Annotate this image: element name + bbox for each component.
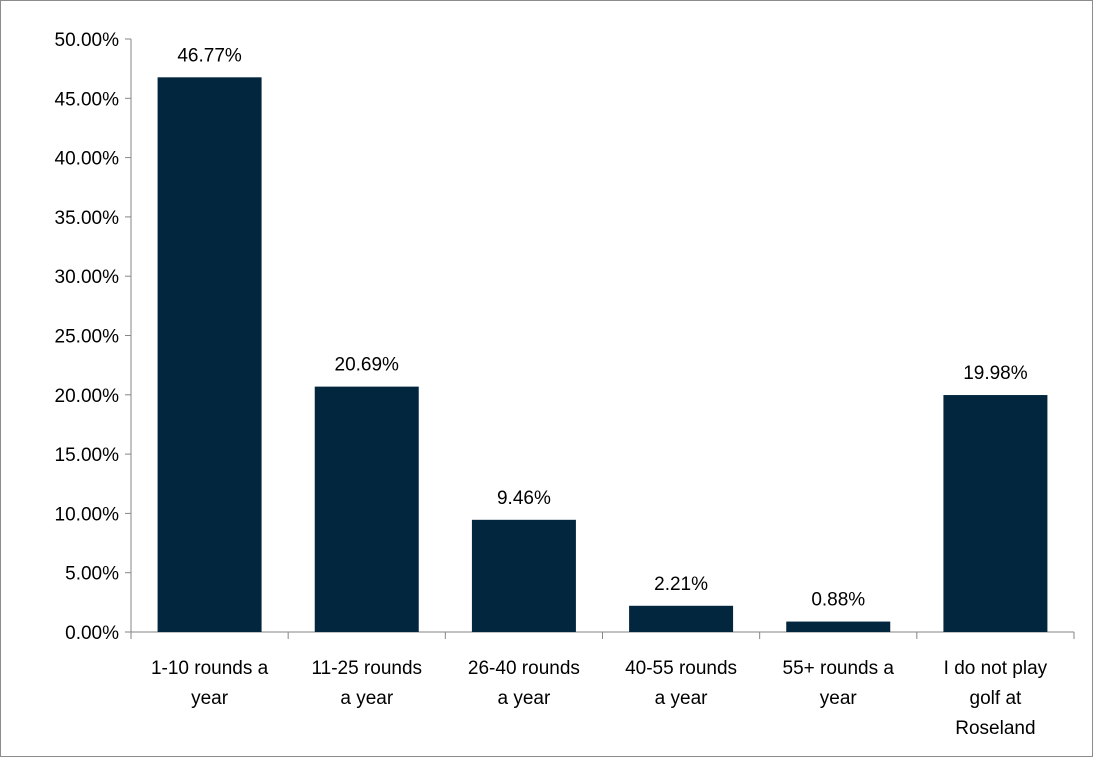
bar <box>157 77 262 632</box>
category-label: Roseland <box>955 718 1035 739</box>
data-label: 0.88% <box>811 590 865 611</box>
bar <box>471 519 576 632</box>
category-label: year <box>191 688 229 709</box>
bar <box>943 395 1048 632</box>
data-label: 2.21% <box>654 574 708 595</box>
bar <box>786 621 891 632</box>
category-label: 55+ rounds a <box>783 658 895 679</box>
bar <box>629 605 734 632</box>
category-label: I do not play <box>944 658 1048 679</box>
y-tick-label: 40.00% <box>55 149 120 170</box>
y-tick-label: 25.00% <box>55 327 120 348</box>
data-label: 46.77% <box>177 45 242 66</box>
y-tick-label: 0.00% <box>65 623 119 644</box>
category-label: year <box>820 688 858 709</box>
y-tick-label: 30.00% <box>55 267 120 288</box>
data-labels: 46.77% 20.69% 9.46% 2.21% 0.88% 19.98% <box>177 45 1027 610</box>
y-axis: 0.00% 5.00% 10.00% 15.00% 20.00% 25.00% 30.00%… <box>55 30 132 644</box>
category-label: a year <box>498 688 551 709</box>
bar <box>314 386 419 632</box>
y-tick-label: 5.00% <box>65 564 119 585</box>
x-axis <box>130 631 1075 639</box>
y-tick-label: 10.00% <box>55 504 120 525</box>
y-tick-label: 15.00% <box>55 445 120 466</box>
data-label: 20.69% <box>335 355 400 376</box>
y-tick-label: 20.00% <box>55 386 120 407</box>
bars <box>157 77 1048 632</box>
data-label: 9.46% <box>497 488 551 509</box>
y-tick-label: 45.00% <box>55 89 120 110</box>
category-label: golf at <box>970 688 1022 709</box>
category-label: 1-10 rounds a <box>151 658 269 679</box>
category-label: a year <box>340 688 393 709</box>
category-label: 40-55 rounds <box>625 658 737 679</box>
y-tick-label: 35.00% <box>55 208 120 229</box>
category-label: 11-25 rounds <box>311 658 422 679</box>
category-label: 26-40 rounds <box>468 658 580 679</box>
y-tick-label: 50.00% <box>55 30 120 51</box>
data-label: 19.98% <box>963 363 1028 384</box>
category-labels: 1-10 rounds a year 11-25 rounds a year 26-40… <box>151 658 1048 739</box>
category-label: a year <box>655 688 708 709</box>
